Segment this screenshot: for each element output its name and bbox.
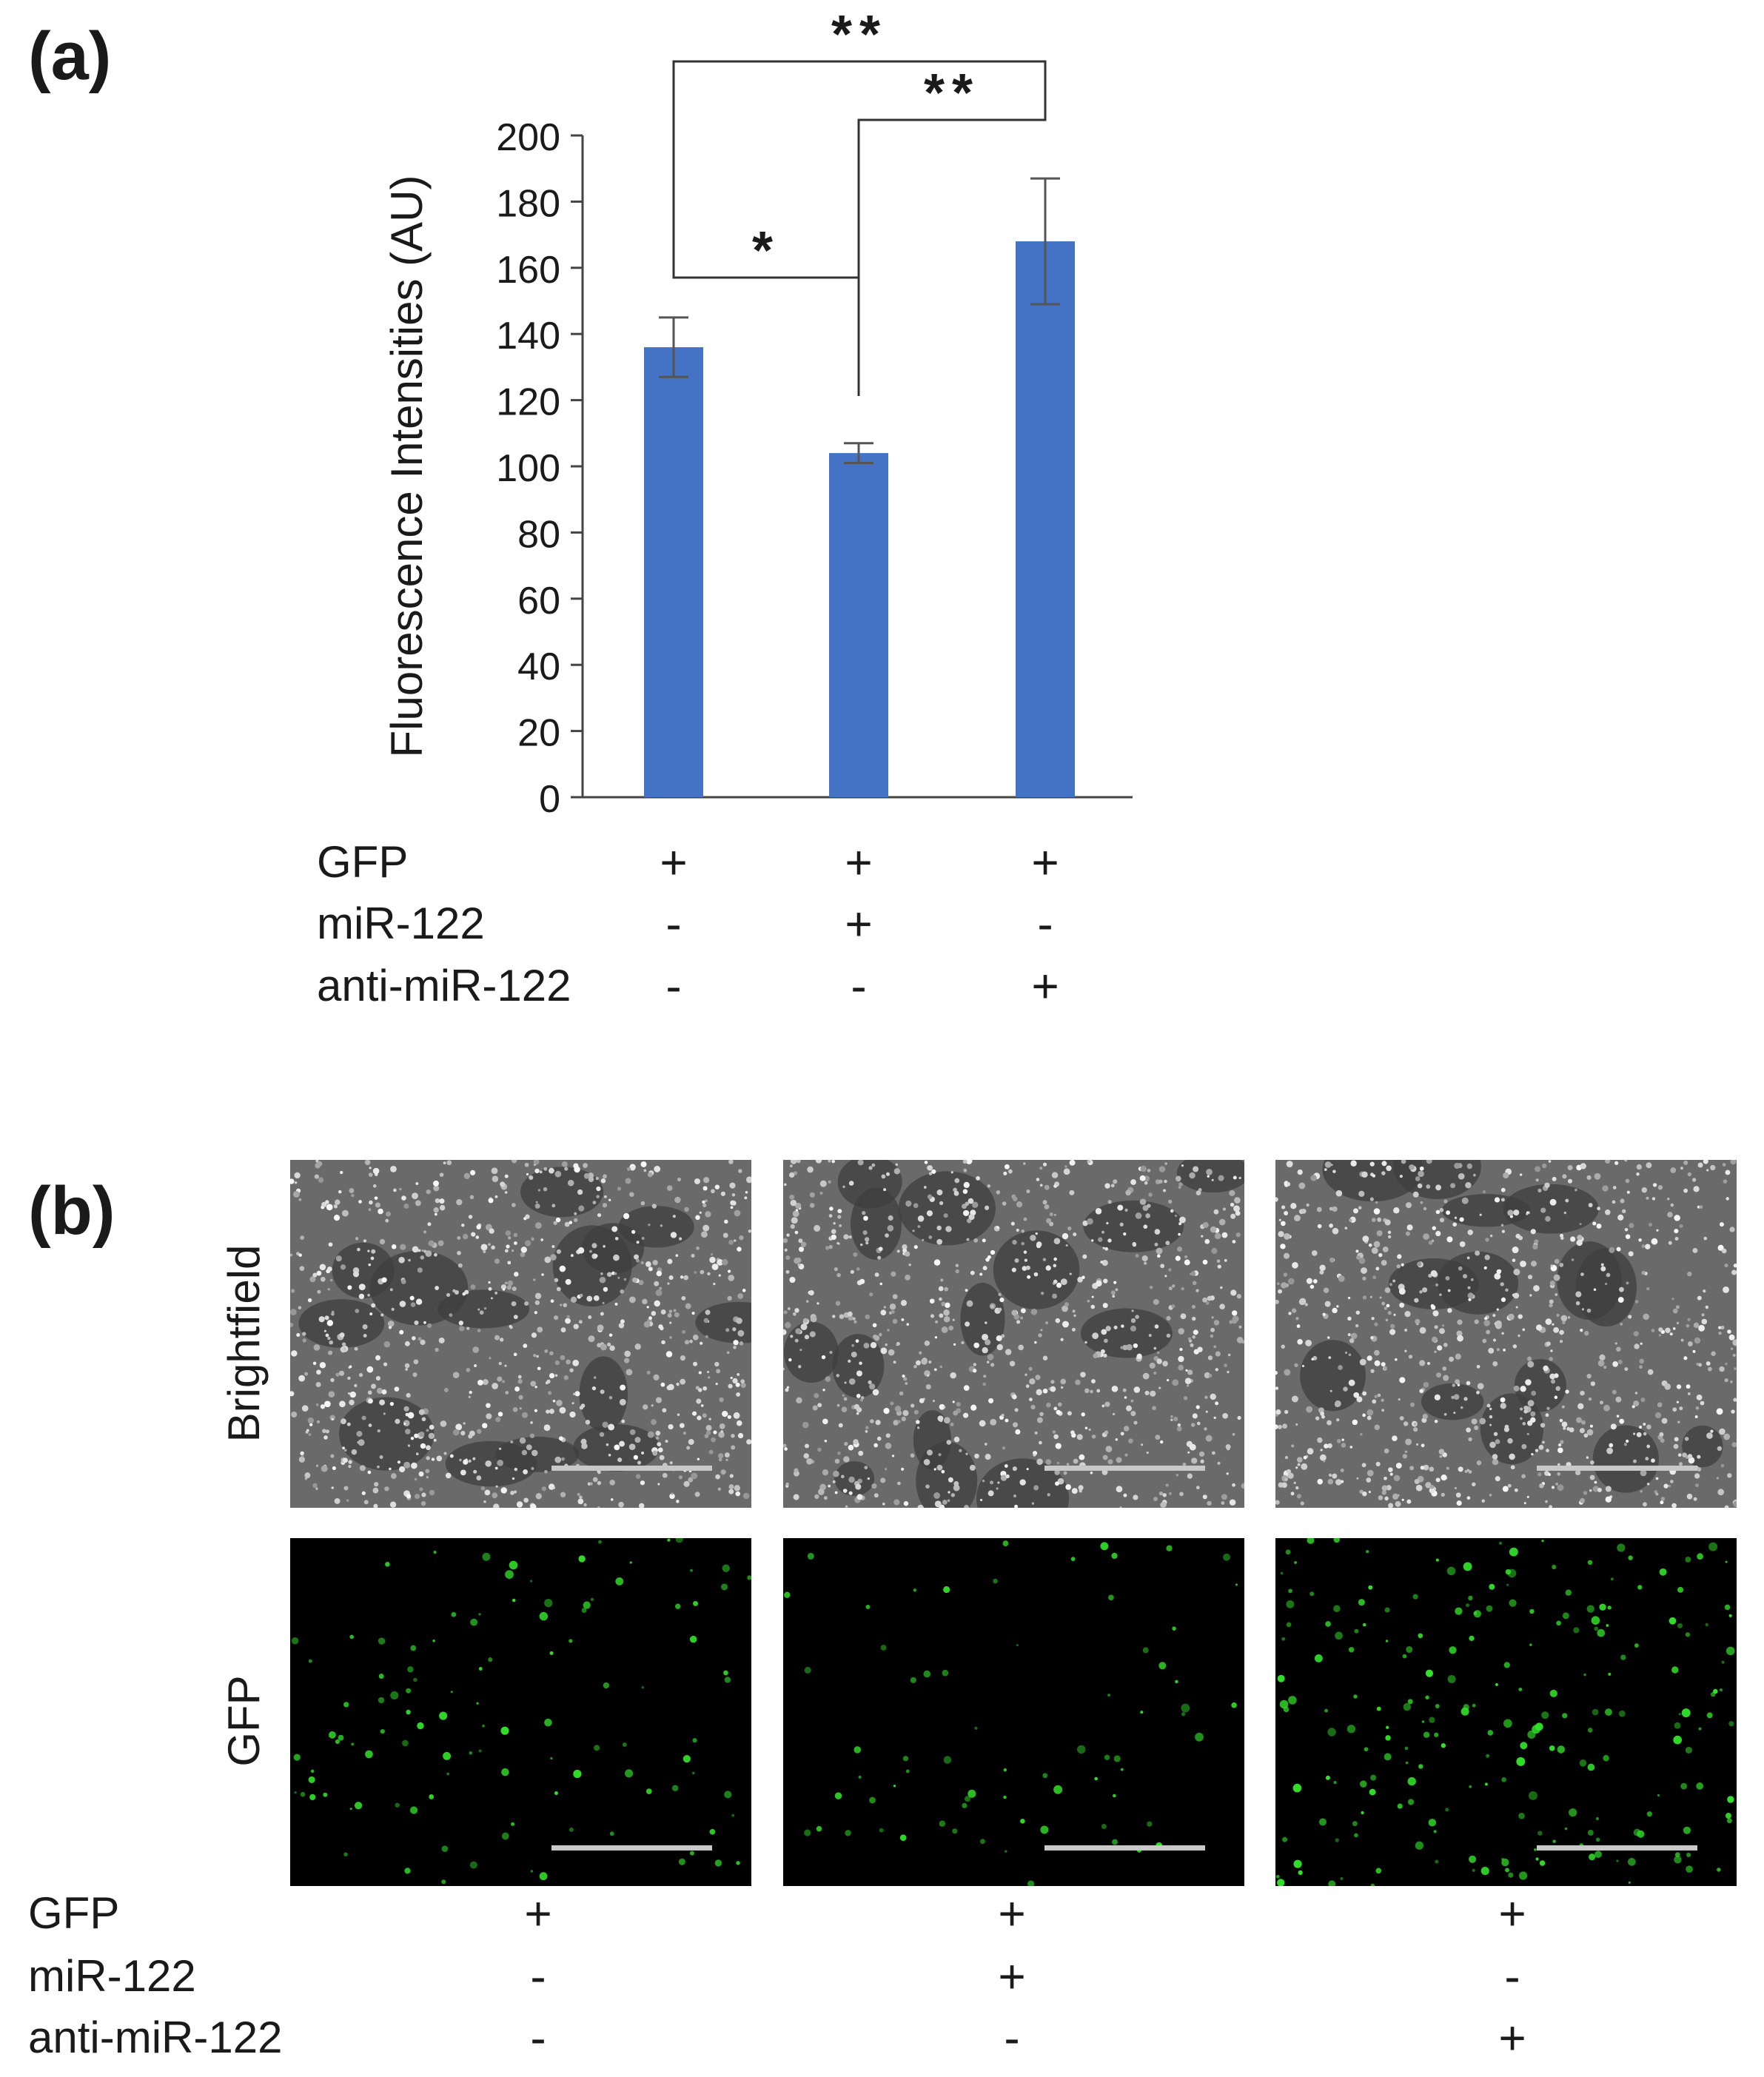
y-tick-label: 40 <box>517 645 560 688</box>
condition-mark: - <box>665 897 682 950</box>
gfp-image <box>783 1538 1244 1886</box>
condition-mark: + <box>660 836 688 889</box>
y-tick-label: 120 <box>496 381 560 424</box>
condition-mark: + <box>998 1950 1026 2003</box>
y-tick-label: 140 <box>496 315 560 358</box>
y-tick-label: 80 <box>517 513 560 556</box>
gfp-image <box>290 1538 751 1886</box>
y-tick-label: 160 <box>496 249 560 292</box>
condition-mark: - <box>1504 1950 1520 2003</box>
condition-mark: + <box>524 1887 552 1940</box>
y-tick-label: 20 <box>517 712 560 755</box>
y-tick-label: 180 <box>496 182 560 225</box>
condition-mark: + <box>845 836 873 889</box>
condition-label: GFP <box>317 837 409 887</box>
bar-chart: 0 20 40 60 80 100 120 140 160 180 200 Fluorescence … <box>382 5 1133 821</box>
condition-mark: + <box>845 897 873 950</box>
significance-bracket <box>857 89 1047 396</box>
condition-mark: + <box>1498 1887 1526 1940</box>
condition-mark: - <box>851 959 867 1013</box>
significance-label: ** <box>924 64 980 123</box>
y-tick-label: 60 <box>517 580 560 623</box>
condition-label: anti-miR-122 <box>317 961 571 1010</box>
condition-mark: + <box>1031 959 1059 1013</box>
row-label-gfp: GFP <box>219 1675 269 1767</box>
condition-mark: - <box>665 959 682 1013</box>
condition-mark: - <box>1037 897 1053 950</box>
bar <box>1016 241 1075 797</box>
condition-label: GFP <box>28 1888 120 1938</box>
bar <box>829 453 888 797</box>
condition-mark: + <box>1031 836 1059 889</box>
condition-mark: - <box>530 2011 546 2064</box>
y-tick-label: 200 <box>496 116 560 159</box>
brightfield-image <box>290 1160 751 1508</box>
row-label-brightfield: Brightfield <box>219 1244 269 1443</box>
gfp-image <box>1275 1538 1737 1886</box>
panel-b-label: (b) <box>28 1173 115 1249</box>
bar <box>644 347 703 798</box>
condition-label: anti-miR-122 <box>28 2013 283 2062</box>
condition-mark: - <box>1004 2011 1020 2064</box>
condition-label: miR-122 <box>28 1951 196 2001</box>
condition-mark: + <box>1498 2011 1526 2064</box>
significance-label: * <box>752 221 780 281</box>
condition-mark: + <box>998 1887 1026 1940</box>
condition-label: miR-122 <box>317 899 485 948</box>
y-axis-label: Fluorescence Intensities (AU) <box>382 175 432 758</box>
panel-a-label: (a) <box>28 19 112 94</box>
significance-bracket <box>672 60 1047 263</box>
brightfield-image <box>1275 1160 1737 1508</box>
condition-mark: - <box>530 1950 546 2003</box>
y-tick-label: 0 <box>539 778 560 821</box>
brightfield-image <box>783 1160 1244 1508</box>
y-tick-label: 100 <box>496 447 560 490</box>
significance-label: ** <box>831 5 888 64</box>
